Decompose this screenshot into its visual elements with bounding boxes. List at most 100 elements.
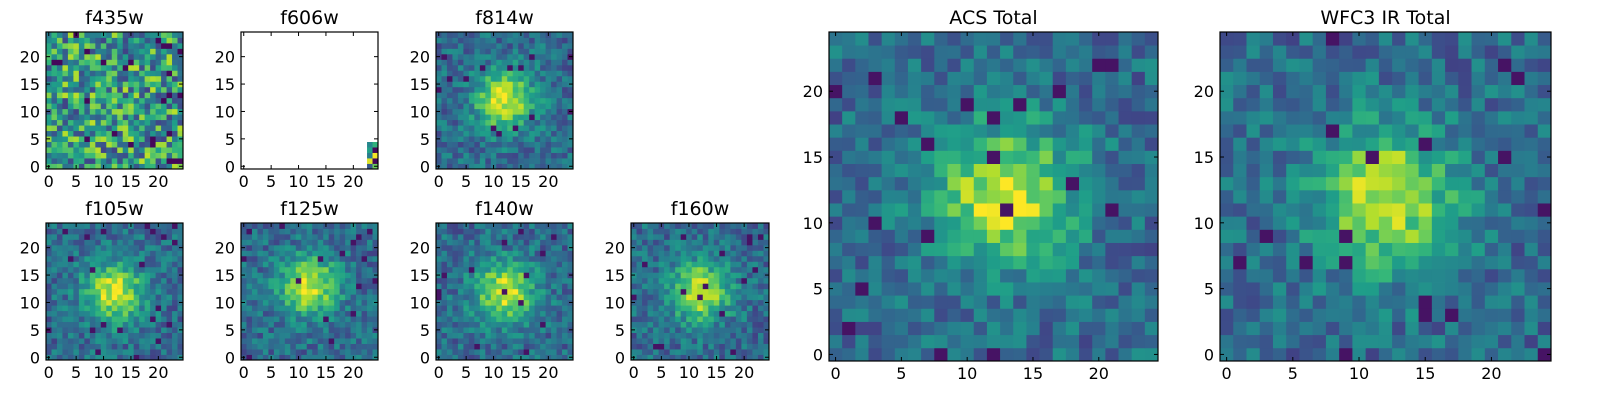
heatmap-cell: [328, 81, 335, 88]
heatmap-cell: [133, 316, 140, 323]
heatmap-cell: [251, 103, 258, 110]
heatmap-cell: [312, 97, 319, 104]
heatmap-cell: [752, 349, 759, 355]
heatmap-cell: [295, 48, 302, 55]
heatmap-cell: [51, 108, 58, 115]
heatmap-cell: [1052, 203, 1067, 217]
heatmap-cell: [273, 288, 280, 295]
heatmap-cell: [312, 119, 319, 126]
heatmap-cell: [268, 261, 275, 268]
heatmap-cell: [653, 261, 659, 268]
heatmap-cell: [122, 233, 129, 240]
heatmap-cell: [73, 119, 80, 126]
heatmap-cell: [111, 119, 118, 126]
heatmap-cell: [529, 277, 536, 284]
heatmap-cell: [490, 338, 497, 344]
heatmap-cell: [507, 250, 514, 257]
heatmap-cell: [540, 53, 546, 60]
heatmap-cell: [122, 250, 129, 257]
heatmap-cell: [1144, 347, 1159, 362]
heatmap-cell: [73, 233, 80, 240]
heatmap-cell: [323, 310, 330, 317]
heatmap-cell: [452, 321, 459, 328]
heatmap-cell: [89, 299, 96, 306]
heatmap-cell: [328, 332, 335, 339]
heatmap-cell: [529, 136, 536, 142]
heatmap-cell: [490, 250, 497, 257]
heatmap-cell: [719, 261, 726, 268]
heatmap-cell: [155, 272, 162, 279]
heatmap-cell: [150, 158, 156, 164]
heatmap-cell: [262, 255, 269, 262]
heatmap-cell: [155, 37, 162, 44]
heatmap-cell: [474, 81, 481, 88]
heatmap-cell: [89, 294, 96, 301]
heatmap-cell: [934, 321, 948, 336]
heatmap-cell: [323, 250, 330, 257]
heatmap-cell: [306, 244, 313, 251]
heatmap-cell: [441, 32, 448, 38]
heatmap-cell: [251, 321, 258, 328]
heatmap-cell: [317, 349, 324, 355]
heatmap-cell: [306, 147, 313, 153]
heatmap-cell: [868, 189, 883, 204]
heatmap-cell: [317, 316, 324, 323]
heatmap-cell: [490, 108, 497, 115]
heatmap-cell: [545, 250, 552, 257]
heatmap-cell: [757, 233, 764, 240]
heatmap-cell: [106, 92, 113, 99]
heatmap-cell: [56, 338, 63, 344]
heatmap-cell: [501, 108, 508, 115]
heatmap-cell: [960, 216, 975, 230]
heatmap-cell: [730, 272, 737, 279]
heatmap-cell: [251, 108, 258, 115]
heatmap-cell: [279, 64, 286, 71]
heatmap-cell: [95, 294, 102, 301]
heatmap-cell: [290, 103, 297, 110]
heatmap-cell: [334, 32, 341, 38]
heatmap-cell: [306, 114, 313, 121]
heatmap-cell: [490, 283, 497, 290]
heatmap-cell: [642, 332, 648, 339]
heatmap-cell: [947, 347, 961, 362]
heatmap-cell: [829, 255, 843, 270]
heatmap-cell: [312, 332, 319, 339]
heatmap-cell: [78, 70, 85, 77]
heatmap-cell: [702, 338, 709, 344]
heatmap-cell: [512, 136, 519, 142]
heatmap-cell: [89, 239, 96, 246]
heatmap-cell: [842, 255, 856, 270]
heatmap-cell: [334, 48, 341, 55]
heatmap-cell: [317, 86, 324, 93]
heatmap-cell: [111, 114, 118, 121]
heatmap-cell: [479, 244, 486, 251]
heatmap-cell: [367, 70, 373, 77]
y-tick-label: 5: [225, 321, 235, 340]
heatmap-cell: [973, 163, 988, 178]
heatmap-cell: [246, 119, 253, 126]
heatmap-cell: [262, 147, 269, 153]
heatmap-cell: [78, 277, 85, 284]
heatmap-cell: [46, 152, 52, 159]
heatmap-cell: [312, 288, 319, 295]
heatmap-cell: [290, 59, 297, 66]
heatmap-cell: [155, 108, 162, 115]
heatmap-cell: [452, 255, 459, 262]
heatmap-cell: [356, 255, 362, 262]
heatmap-cell: [757, 305, 764, 312]
heatmap-cell: [117, 338, 124, 344]
heatmap-cell: [881, 308, 896, 322]
heatmap-cell: [907, 268, 922, 283]
heatmap-cell: [468, 255, 475, 262]
heatmap-cell: [62, 163, 69, 170]
heatmap-cell: [73, 332, 80, 339]
heatmap-cell: [567, 97, 574, 104]
heatmap-cell: [490, 70, 497, 77]
heatmap-cell: [284, 343, 291, 350]
heatmap-cell: [1026, 308, 1040, 322]
heatmap-cell: [84, 53, 91, 60]
heatmap-cell: [446, 32, 453, 38]
heatmap-cell: [436, 239, 442, 246]
heatmap-cell: [686, 310, 693, 317]
